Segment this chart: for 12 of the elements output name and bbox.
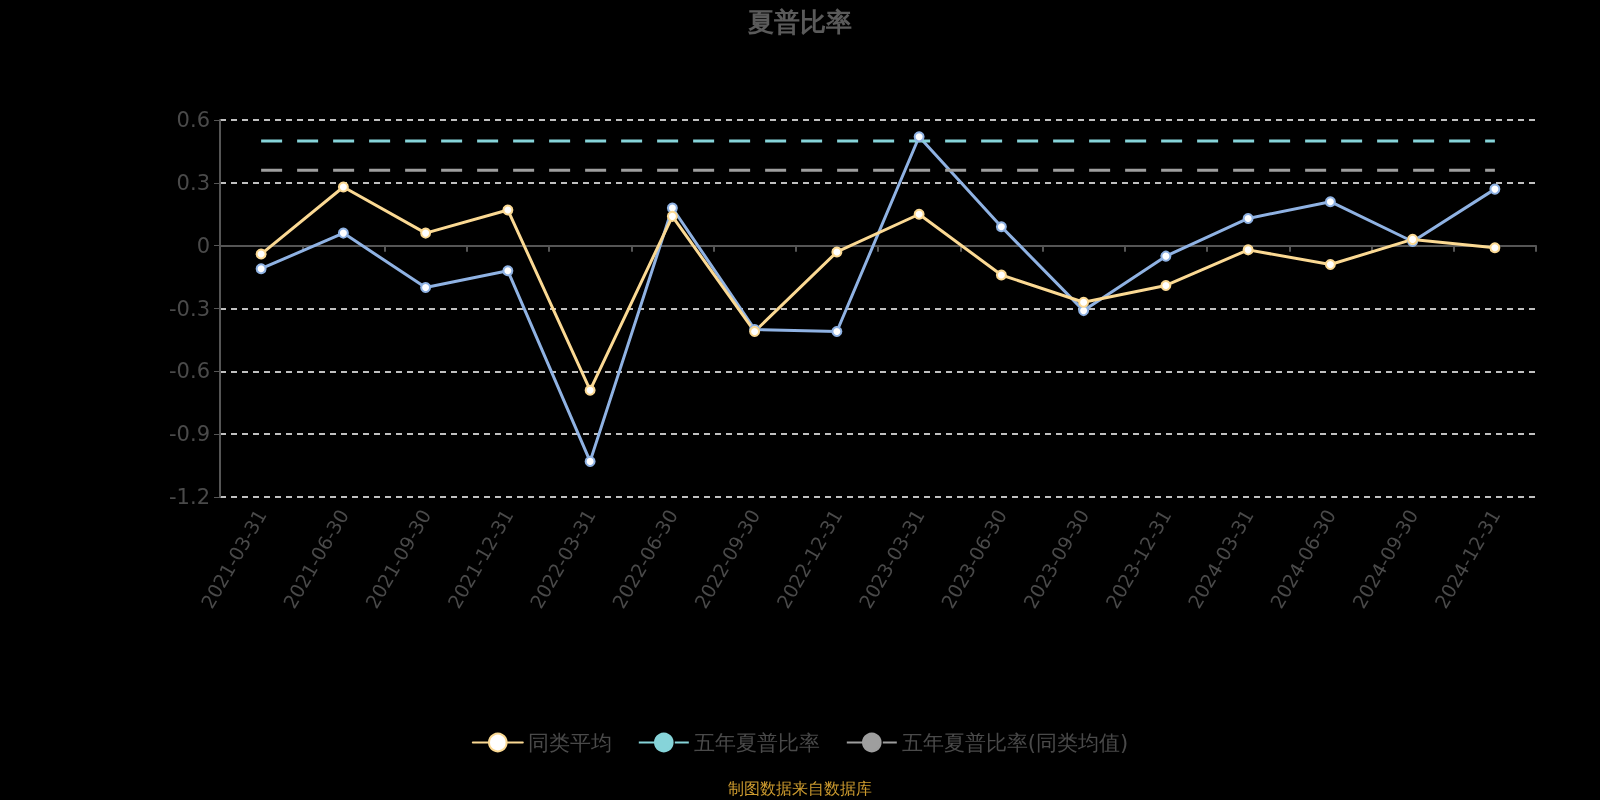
y-tick-label: 0: [196, 233, 210, 258]
legend-label: 五年夏普比率: [693, 730, 820, 755]
y-tick-label: 0.6: [176, 108, 210, 132]
chart-title: 夏普比率: [747, 7, 852, 37]
y-tick-label: 0.3: [176, 170, 210, 195]
text: 制图数据来自数据库: [728, 778, 872, 798]
y-tick-label: -0.3: [169, 296, 210, 321]
y-tick-label: -1.2: [169, 485, 210, 509]
legend-label: 同类平均: [527, 730, 612, 755]
y-tick-label: -0.9: [169, 422, 210, 447]
y-tick-label: -0.6: [169, 359, 210, 384]
legend-label: 五年夏普比率(同类均值): [901, 730, 1129, 755]
